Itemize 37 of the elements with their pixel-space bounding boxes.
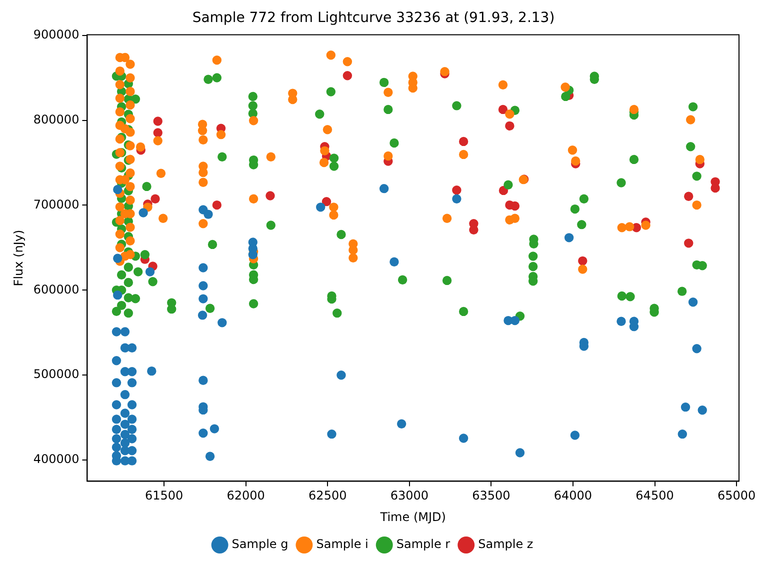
point [153, 128, 162, 138]
x-tick-label: 64000 [554, 488, 592, 503]
x-tick-label: 62500 [308, 488, 347, 503]
legend-label: Sample r [396, 537, 450, 552]
y-tick-label: 400000 [33, 452, 80, 466]
x-axis-title: Time (MJD) [379, 510, 446, 524]
point [498, 104, 508, 114]
y-tick-label: 700000 [33, 197, 80, 212]
x-tick-label: 65000 [717, 488, 756, 503]
point [578, 256, 588, 266]
x-tick-label: 62000 [226, 488, 265, 503]
point [150, 194, 160, 204]
point [452, 186, 462, 195]
point [684, 238, 694, 248]
point [266, 191, 275, 200]
x-tick-label: 63500 [472, 488, 510, 503]
point [710, 183, 720, 193]
legend-label: Sample g [232, 537, 288, 552]
point [505, 121, 514, 131]
point [212, 200, 222, 210]
y-tick-label: 800000 [33, 112, 80, 126]
legend-label: Sample i [316, 537, 368, 552]
point [684, 192, 694, 201]
point [510, 201, 520, 211]
point [458, 136, 468, 146]
x-tick-label: 63000 [390, 488, 429, 503]
point [342, 71, 352, 80]
point [322, 196, 332, 206]
x-tick-label: 61500 [144, 488, 184, 503]
y-tick-label: 900000 [33, 28, 80, 42]
point [153, 116, 162, 126]
chart-title: Sample 772 from Lightcurve 33236 at (91.93, 2.13) [192, 10, 555, 26]
legend-label: Sample z [478, 537, 534, 552]
y-tick-label: 600000 [33, 282, 80, 296]
y-tick-label: 500000 [33, 367, 80, 382]
y-axis-title: Flux (nJy) [11, 230, 26, 286]
x-tick-label: 64500 [636, 488, 674, 503]
